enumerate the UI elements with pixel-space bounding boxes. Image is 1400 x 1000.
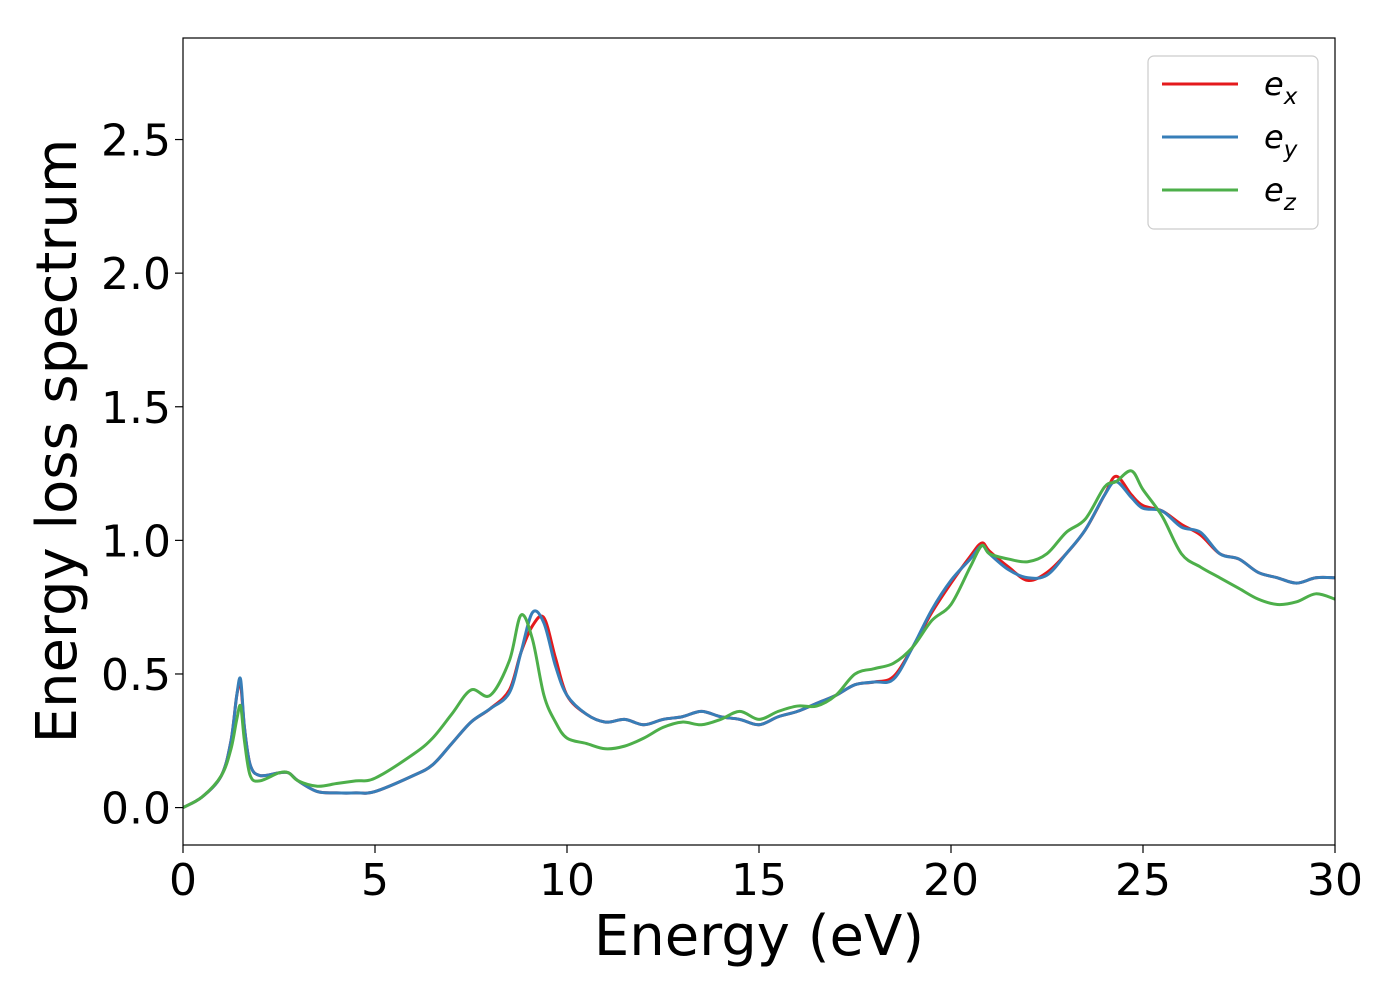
series-line-e-y [183,480,1335,810]
legend-label-e-x: ex [1264,65,1298,110]
legend-label-e-z: ez [1264,171,1297,216]
series-lines [183,469,1335,810]
x-tick-label: 10 [539,855,595,906]
x-tick-label: 30 [1307,855,1363,906]
y-axis: 0.0 0.5 1.0 1.5 2.0 2.5 [101,116,183,835]
series-line-e-z [183,469,1335,810]
y-tick-label: 0.0 [101,784,171,835]
x-axis: 0 5 10 15 20 25 30 [169,845,1363,906]
x-tick-label: 25 [1115,855,1171,906]
x-tick-label: 0 [169,855,197,906]
y-tick-label: 2.0 [101,249,171,300]
legend-label-e-y: ey [1264,118,1298,163]
y-tick-label: 0.5 [101,650,171,701]
x-axis-title: Energy (eV) [594,904,924,969]
y-tick-label: 1.0 [101,516,171,567]
y-tick-label: 1.5 [101,383,171,434]
series-line-e-x [183,474,1335,810]
legend: ex ey ez [1147,55,1319,230]
y-axis-title: Energy loss spectrum [25,139,90,744]
y-tick-label: 2.5 [101,116,171,167]
x-tick-label: 5 [361,855,389,906]
x-tick-label: 20 [923,855,979,906]
legend-box [1147,55,1319,230]
x-tick-label: 15 [731,855,787,906]
